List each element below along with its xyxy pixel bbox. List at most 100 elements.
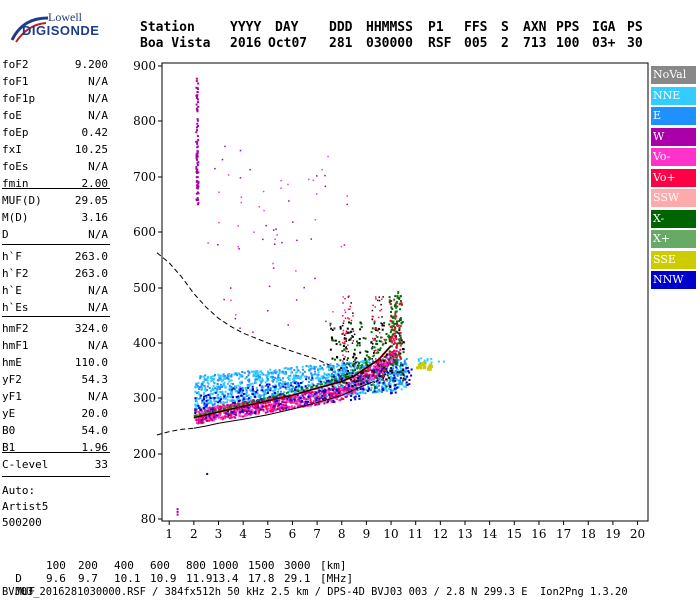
- echo-point: [289, 374, 292, 377]
- echo-point: [267, 372, 270, 375]
- echo-point: [373, 381, 376, 383]
- echo-point: [330, 336, 333, 339]
- echo-point: [266, 370, 269, 373]
- echo-point: [212, 384, 215, 387]
- param-value: N/A: [88, 92, 108, 105]
- echo-point: [284, 366, 287, 369]
- echo-point: [267, 310, 269, 312]
- echo-point: [297, 369, 300, 372]
- echo-point: [371, 371, 373, 373]
- echo-point: [390, 392, 393, 395]
- echo-point: [263, 395, 266, 398]
- echo-point: [360, 366, 363, 369]
- echo-point: [299, 377, 302, 380]
- echo-point: [241, 407, 244, 410]
- echo-point: [311, 375, 314, 378]
- echo-point: [230, 403, 233, 406]
- param-label: yF2: [2, 373, 22, 386]
- header-values-5: RSF: [428, 36, 452, 51]
- echo-point: [288, 377, 291, 380]
- echo-point: [228, 375, 231, 378]
- echo-point: [209, 399, 212, 402]
- echo-point: [371, 309, 374, 312]
- echo-point: [196, 108, 199, 111]
- echo-point: [402, 351, 405, 354]
- echo-point: [235, 410, 238, 413]
- echo-point: [381, 367, 384, 370]
- echo-point: [406, 383, 409, 386]
- echo-point: [344, 386, 347, 389]
- echo-point: [307, 390, 310, 393]
- echo-point: [205, 409, 208, 412]
- echo-point: [279, 386, 282, 389]
- echo-point: [247, 408, 250, 411]
- echo-point: [275, 402, 278, 405]
- echo-point: [352, 356, 355, 359]
- echo-point: [371, 315, 374, 318]
- echo-point: [323, 390, 326, 393]
- x-tick-label: 12: [433, 527, 448, 541]
- echo-point: [344, 337, 347, 340]
- echo-point: [204, 389, 207, 392]
- footer-muf_values-7: 29.1: [284, 572, 311, 585]
- echo-point: [302, 389, 305, 392]
- echo-point: [261, 379, 264, 382]
- echo-point: [358, 364, 361, 367]
- echo-point: [388, 368, 391, 371]
- echo-point: [322, 395, 325, 398]
- param-value: 2.00: [81, 177, 109, 190]
- echo-point: [257, 394, 260, 397]
- echo-point: [312, 396, 315, 399]
- logo-swoosh-icon: [10, 16, 49, 43]
- echo-point: [356, 344, 359, 347]
- echo-point: [327, 369, 330, 372]
- echo-point: [295, 299, 298, 301]
- echo-point: [197, 391, 200, 394]
- echo-point: [195, 80, 198, 83]
- echo-point: [198, 419, 201, 422]
- echo-point: [336, 363, 339, 366]
- echo-point: [346, 361, 349, 364]
- echo-point: [264, 381, 267, 384]
- echo-point: [204, 414, 207, 417]
- param-value: 10.25: [74, 143, 108, 156]
- echo-point: [297, 374, 300, 377]
- echo-point: [277, 388, 280, 391]
- echo-point: [225, 415, 228, 418]
- echo-point: [295, 371, 298, 374]
- echo-point: [240, 380, 243, 383]
- echo-point: [378, 370, 381, 373]
- echo-point: [395, 365, 398, 368]
- echo-point: [381, 387, 384, 390]
- echo-point: [348, 318, 350, 320]
- echo-point: [400, 339, 403, 342]
- echo-point: [301, 372, 304, 375]
- echo-point: [291, 407, 294, 410]
- echo-point: [244, 407, 247, 410]
- echo-point: [239, 386, 242, 389]
- echo-point: [430, 361, 433, 364]
- echo-point: [252, 374, 255, 377]
- echo-point: [338, 369, 341, 372]
- echo-point: [203, 402, 206, 405]
- echo-point: [299, 382, 302, 385]
- echo-point: [377, 316, 380, 319]
- param-clevel: C-level 33: [2, 458, 108, 474]
- y-tick-label: 500: [133, 281, 156, 295]
- echo-point: [260, 370, 263, 373]
- echo-point: [269, 371, 272, 374]
- echo-point: [224, 415, 227, 418]
- echo-point: [374, 385, 377, 388]
- echo-point: [194, 412, 197, 415]
- echo-point: [373, 368, 376, 371]
- echo-point: [253, 373, 256, 376]
- echo-point: [312, 401, 315, 404]
- echo-point: [328, 393, 331, 396]
- echo-point: [323, 396, 326, 399]
- param-value: N/A: [88, 301, 108, 314]
- echo-point: [248, 378, 251, 381]
- echo-point: [194, 410, 197, 413]
- echo-point: [197, 410, 200, 413]
- echo-point: [222, 404, 225, 407]
